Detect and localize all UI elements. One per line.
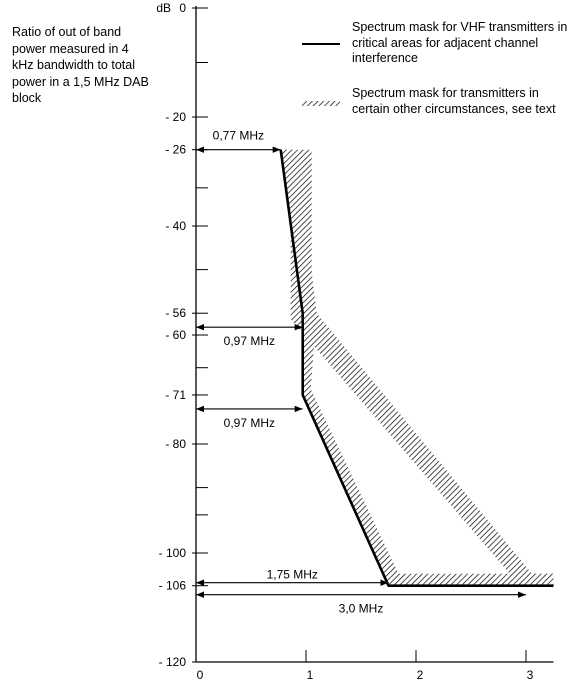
x-tick-label: 1 [307, 668, 314, 682]
y-axis-title: Ratio of out of band power measured in 4… [12, 25, 149, 105]
y-tick-label: - 56 [165, 306, 186, 320]
y-tick-label: - 26 [165, 143, 186, 157]
x-tick-label: 0 [197, 668, 204, 682]
dimension-label: 0,77 MHz [213, 129, 264, 143]
y-tick-label: - 100 [159, 546, 187, 560]
dimension-label: 1,75 MHz [267, 568, 318, 582]
y-tick-label: - 20 [165, 110, 186, 124]
solid-mask-line [279, 149, 554, 587]
dimension-label: 0,97 MHz [224, 416, 275, 430]
y-unit-label: dB [156, 1, 171, 15]
y-tick-label: - 80 [165, 437, 186, 451]
y-tick-label: - 60 [165, 328, 186, 342]
legend-hatched-label: Spectrum mask for transmitters in certai… [352, 86, 556, 116]
dimension-label: 3,0 MHz [339, 602, 384, 616]
y-tick-label: - 120 [159, 655, 187, 669]
y-tick-label: - 71 [165, 388, 186, 402]
y-tick-label: - 106 [159, 579, 187, 593]
x-tick-label: 3 [527, 668, 534, 682]
hatched-mask-band [290, 149, 554, 586]
y-tick-label: - 40 [165, 219, 186, 233]
y-tick-label: 0 [179, 1, 186, 15]
hatched-mask-lower [280, 149, 554, 586]
legend-solid-label: Spectrum mask for VHF transmitters in cr… [352, 20, 568, 65]
dimension-label: 0,97 MHz [224, 334, 275, 348]
legend-hatched-swatch [302, 101, 340, 106]
x-tick-label: 2 [417, 668, 424, 682]
